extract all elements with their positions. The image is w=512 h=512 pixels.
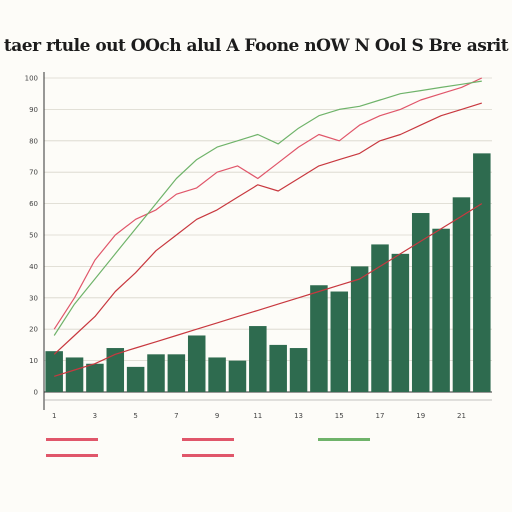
y-tick-label: 40 [29,263,38,271]
series-line [53,80,482,336]
bar [452,197,471,392]
legend-swatch [182,438,234,441]
bar [391,253,410,392]
x-tick-label: 3 [93,412,97,420]
x-tick-label: 13 [294,412,303,420]
bar [126,366,145,392]
bar [310,285,328,392]
bar [330,291,349,392]
bar [350,266,369,392]
bar [289,348,308,392]
series-line [53,102,482,355]
bar [45,351,63,392]
x-tick-label: 7 [174,412,178,420]
bar [473,153,491,392]
bar [86,363,104,392]
chart-title: taer rtule out OOch alul A Foone nOW N O… [3,36,509,56]
bar [208,357,226,392]
y-tick-label: 80 [29,137,38,145]
x-tick-label: 15 [335,412,344,420]
bar [187,335,206,392]
y-tick-label: 100 [25,75,38,83]
bar [432,228,450,392]
x-tick-label: 1 [52,412,56,420]
bar [167,354,186,392]
x-tick-label: 19 [416,412,425,420]
series-line [54,203,483,377]
y-tick-label: 10 [29,357,38,365]
bar [147,354,165,392]
y-tick-label: 90 [29,106,38,114]
y-tick-label: 50 [29,232,38,240]
x-tick-label: 11 [253,412,262,420]
x-tick-label: 9 [215,412,219,420]
bar [371,244,389,392]
bar [269,344,287,392]
bar [249,326,267,392]
bar [228,360,247,392]
series-line [53,77,483,330]
y-tick-label: 60 [29,200,38,208]
y-tick-label: 0 [34,389,38,397]
bar [106,348,125,392]
y-tick-label: 70 [29,169,38,177]
legend-swatch [46,454,98,457]
bar [411,213,430,392]
bar [65,357,84,392]
x-tick-label: 5 [133,412,137,420]
x-tick-label: 21 [457,412,466,420]
x-tick-label: 17 [376,412,385,420]
legend-swatch [46,438,98,441]
y-tick-label: 20 [29,326,38,334]
legend-swatch [318,438,370,441]
legend-swatch [182,454,234,457]
y-tick-label: 30 [29,294,38,302]
